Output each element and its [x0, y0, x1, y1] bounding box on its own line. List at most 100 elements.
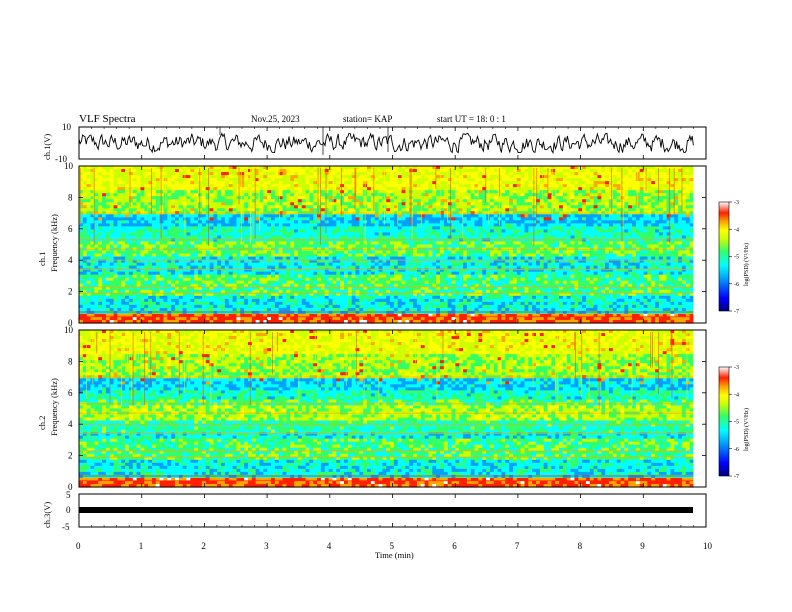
spectrogram-cell — [244, 202, 249, 206]
spectrogram-cell — [178, 184, 184, 188]
spectrogram-cell — [390, 250, 395, 255]
spectrogram-cell — [655, 238, 660, 243]
spectrogram-cell — [178, 178, 184, 182]
spectrogram-cell — [209, 256, 215, 261]
spectrogram-cell — [271, 229, 276, 234]
spectrogram-cell — [608, 244, 614, 249]
spectrogram-cell — [489, 238, 495, 243]
spectrogram-cell — [482, 202, 487, 206]
spectrogram-cell — [470, 241, 476, 246]
spectrogram-cell — [386, 217, 391, 221]
spectrogram-cell — [678, 208, 683, 212]
spectrogram-cell — [628, 220, 633, 224]
spectrogram-cell — [520, 199, 526, 203]
spectrogram-cell — [551, 235, 556, 240]
spectrogram-cell — [144, 166, 149, 170]
spectrogram-cell — [639, 187, 645, 191]
spectrogram-cell — [340, 199, 345, 203]
spectrogram-cell — [171, 229, 176, 234]
spectrogram-cell — [224, 184, 230, 188]
spectrogram-cell — [597, 181, 602, 185]
spectrogram-cell — [221, 190, 226, 194]
spectrogram-cell — [86, 232, 92, 237]
spectrogram-cell — [113, 193, 118, 197]
spectrogram-cell — [562, 193, 568, 197]
spectrogram-cell — [324, 184, 330, 188]
spectrogram-cell — [313, 196, 318, 200]
spectrogram-cell — [148, 217, 153, 221]
spectrogram-cell — [685, 208, 691, 212]
spectrogram-cell — [597, 208, 602, 212]
spectrogram-cell — [589, 193, 595, 197]
spectrogram-cell — [420, 229, 426, 234]
spectrogram-cell — [186, 223, 191, 227]
spectrogram-cell — [562, 217, 568, 221]
spectrogram-cell — [190, 169, 195, 173]
spectrogram-cell — [190, 172, 195, 176]
spectrogram-cell — [605, 196, 610, 200]
spectrogram-cell — [597, 202, 602, 206]
spectrogram-cell — [601, 220, 606, 224]
spectrogram-cell — [290, 172, 295, 176]
spectrogram-cell — [332, 253, 337, 258]
spectrogram-cell — [336, 250, 341, 255]
spectrogram-cell — [140, 244, 145, 249]
spectrogram-cell — [271, 256, 276, 261]
spectrogram-cell — [190, 229, 195, 234]
spectrogram-cell — [109, 172, 115, 176]
spectrogram-cell — [178, 253, 184, 258]
spectrogram-cell — [228, 244, 234, 249]
spectrogram-cell — [324, 166, 330, 170]
spectrogram-cell — [305, 214, 311, 218]
spectrogram-cell — [593, 250, 599, 255]
spectrogram-cell — [635, 208, 641, 212]
spectrogram-cell — [113, 235, 118, 240]
spectrogram-cell — [451, 196, 456, 200]
spectrogram-cell — [413, 226, 418, 230]
spectrogram-cell — [320, 250, 326, 255]
spectrogram-cell — [474, 208, 479, 212]
spectrogram-cell — [271, 184, 276, 188]
spectrogram-cell — [520, 169, 526, 173]
spectrogram-cell — [132, 187, 138, 191]
spectrogram-cell — [562, 202, 568, 206]
spectrogram-cell — [678, 187, 683, 191]
spectrogram-cell — [121, 199, 126, 203]
spectrogram-cell — [117, 235, 122, 240]
spectrogram-cell — [585, 235, 591, 240]
spectrogram-cell — [355, 166, 360, 170]
spectrogram-cell — [278, 256, 284, 261]
spectrogram-cell — [140, 241, 145, 246]
spectrogram-cell — [601, 178, 606, 182]
spectrogram-cell — [340, 256, 345, 261]
spectrogram-cell — [551, 229, 556, 234]
spectrogram-cell — [420, 187, 426, 191]
spectrogram-cell — [451, 169, 456, 173]
spectrogram-cell — [632, 175, 637, 179]
spectrogram-cell — [382, 235, 387, 240]
spectrogram-cell — [132, 199, 138, 203]
spectrogram-cell — [582, 208, 587, 212]
spectrogram-cell — [86, 205, 92, 209]
spectrogram-cell — [585, 256, 591, 261]
spectrogram-cell — [455, 196, 460, 200]
spectrogram-cell — [566, 217, 572, 221]
spectrogram-cell — [643, 223, 648, 227]
spectrogram-cell — [136, 259, 142, 264]
spectrogram-cell — [397, 244, 403, 249]
spectrogram-cell — [470, 244, 476, 249]
spectrogram-cell — [343, 178, 349, 182]
spectrogram-cell — [397, 193, 403, 197]
spectrogram-cell — [198, 199, 203, 203]
spectrogram-cell — [413, 193, 418, 197]
spectrogram-cell — [574, 190, 579, 194]
spectrogram-cell — [109, 220, 115, 224]
spectrogram-cell — [213, 208, 218, 212]
spectrogram-cell — [378, 205, 383, 209]
spectrogram-cell — [562, 196, 568, 200]
spectrogram-cell — [493, 232, 499, 237]
spectrogram-cell — [624, 226, 629, 230]
spectrogram-cell — [263, 190, 268, 194]
spectrogram-cell — [378, 223, 383, 227]
spectrogram-cell — [113, 196, 118, 200]
